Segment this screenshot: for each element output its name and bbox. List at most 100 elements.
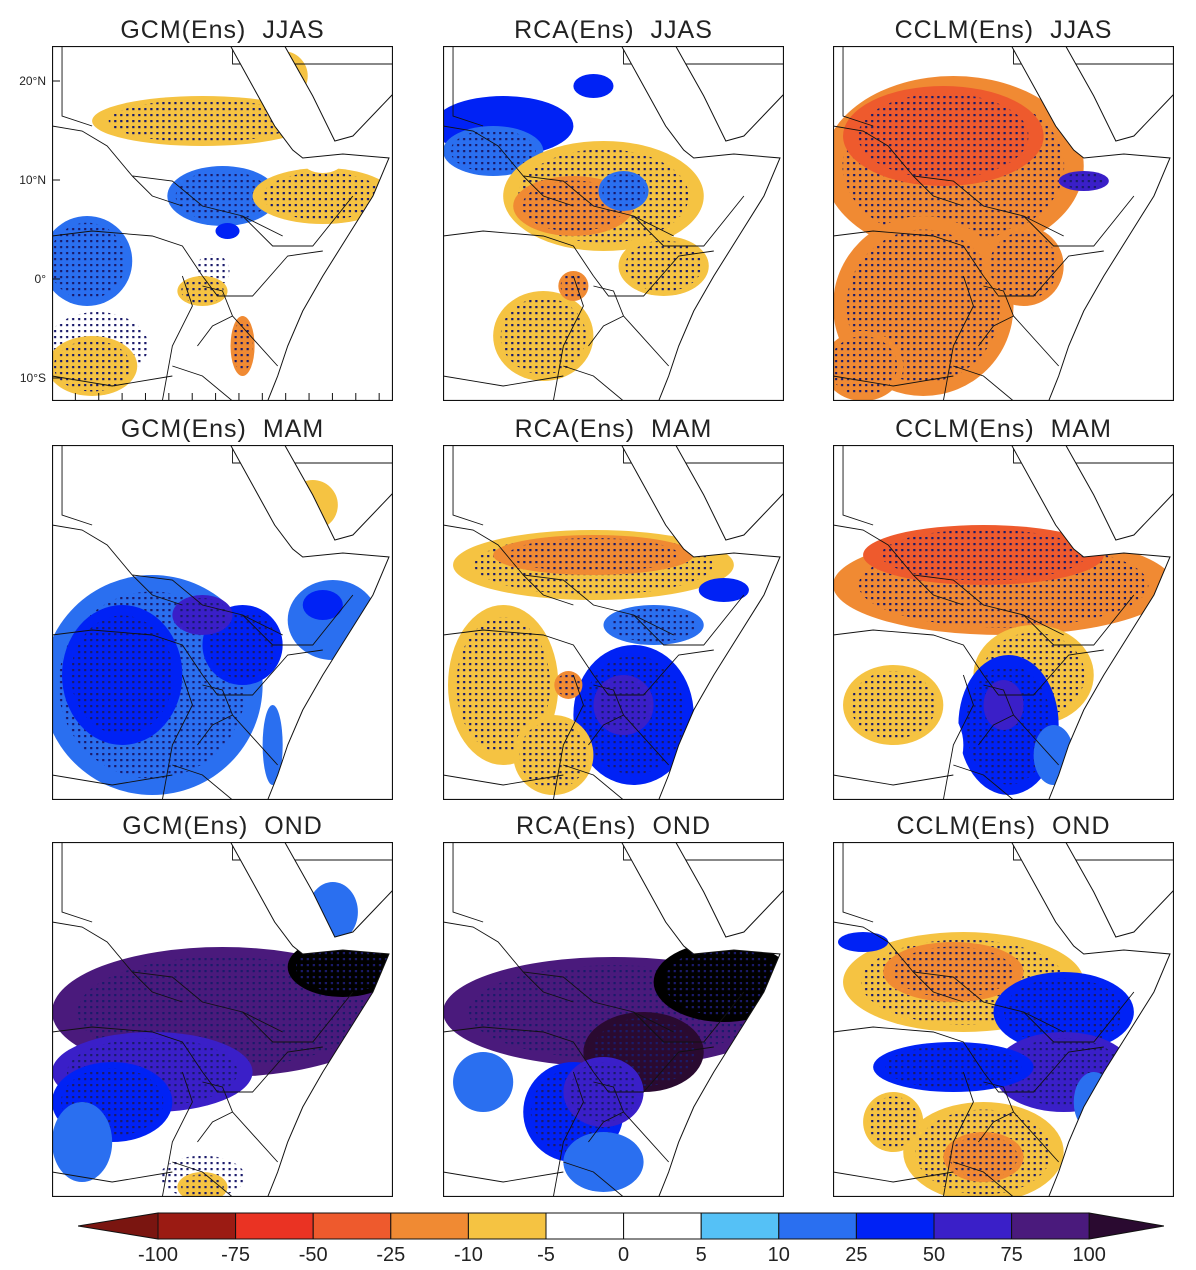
anomaly-region xyxy=(1033,725,1074,785)
country-border xyxy=(588,714,624,746)
country-border xyxy=(61,445,93,526)
country-border xyxy=(953,1161,1014,1197)
country-border xyxy=(443,1171,564,1183)
country-border xyxy=(593,684,669,766)
country-border xyxy=(953,365,1014,401)
significance-stipple xyxy=(833,336,898,396)
significance-stipple xyxy=(885,1045,1022,1089)
colorbar-label: -25 xyxy=(376,1244,406,1266)
country-border xyxy=(172,1161,233,1197)
country-border xyxy=(978,714,1014,746)
country-border xyxy=(633,195,745,247)
anomaly-region xyxy=(838,932,889,952)
country-border xyxy=(983,250,1104,297)
country-border xyxy=(593,649,714,696)
colorbar-label: 50 xyxy=(922,1244,946,1266)
anomaly-region xyxy=(287,480,338,530)
country-border xyxy=(172,764,233,800)
country-border xyxy=(452,842,484,923)
panel-title: GCM(Ens) OND xyxy=(122,812,323,840)
coastline xyxy=(443,445,784,800)
country-border xyxy=(1013,842,1174,861)
anomaly-region xyxy=(698,578,749,602)
country-border xyxy=(633,594,745,646)
colorbar-box xyxy=(390,1212,469,1240)
anomaly-region xyxy=(563,1132,644,1192)
colorbar-label: -100 xyxy=(137,1244,179,1266)
colorbar-label: -75 xyxy=(221,1244,251,1266)
country-border xyxy=(833,629,984,676)
country-border xyxy=(833,230,984,277)
colorbar-box xyxy=(855,1212,935,1240)
country-border xyxy=(443,375,564,387)
panel-title: CCLM(Ens) MAM xyxy=(895,415,1112,443)
country-border xyxy=(443,230,594,277)
panel-title: GCM(Ens) JJAS xyxy=(120,16,325,44)
frame xyxy=(443,842,784,1197)
country-border xyxy=(633,991,745,1043)
country-border xyxy=(52,921,283,1033)
country-border xyxy=(983,285,1059,367)
significance-stipple xyxy=(569,1062,638,1122)
country-border xyxy=(242,195,354,247)
significance-stipple xyxy=(295,941,390,993)
country-border xyxy=(202,1046,323,1093)
anomaly-region xyxy=(302,590,343,620)
significance-stipple xyxy=(208,611,277,679)
country-border xyxy=(953,764,1014,800)
country-border xyxy=(623,46,784,65)
coastline xyxy=(443,842,784,1197)
country-border xyxy=(443,629,594,676)
significance-stipple xyxy=(989,232,1058,300)
map-panel-rca-ond xyxy=(443,842,784,1197)
colorbar-box xyxy=(700,1212,780,1240)
country-border xyxy=(131,971,183,1003)
anomaly-region xyxy=(237,525,268,565)
country-border xyxy=(131,574,183,606)
panel-title: CCLM(Ens) JJAS xyxy=(894,16,1113,44)
country-border xyxy=(242,594,354,646)
country-border xyxy=(161,1071,193,1197)
frame xyxy=(52,46,393,401)
latitude-label: 10°N xyxy=(19,173,46,187)
country-border xyxy=(1023,594,1135,646)
country-border xyxy=(131,175,183,207)
country-border xyxy=(52,230,203,277)
anomaly-region xyxy=(443,246,494,326)
map-panel-cclm-jjas xyxy=(833,46,1174,401)
country-border xyxy=(623,445,784,464)
frame xyxy=(833,842,1174,1197)
country-border xyxy=(912,175,964,207)
significance-stipple xyxy=(456,617,551,753)
latitude-label: 10°S xyxy=(19,371,46,385)
country-border xyxy=(52,1171,173,1183)
latitude-label: 0° xyxy=(34,272,46,286)
anomaly-region xyxy=(262,705,283,785)
country-border xyxy=(1013,46,1174,65)
country-border xyxy=(161,275,193,401)
significance-stipple xyxy=(450,129,536,173)
country-border xyxy=(842,842,874,923)
colorbar-box xyxy=(933,1212,1013,1240)
country-border xyxy=(522,175,574,207)
colorbar-arrow-low xyxy=(77,1212,159,1240)
country-border xyxy=(563,764,624,800)
map-panel-cclm-mam xyxy=(833,445,1174,800)
country-border xyxy=(52,1026,203,1073)
significance-stipple xyxy=(850,671,936,739)
anomaly-region xyxy=(257,51,308,101)
significance-stipple xyxy=(500,297,586,375)
significance-stipple xyxy=(1004,978,1124,1046)
anomaly-region xyxy=(215,223,240,239)
country-border xyxy=(52,629,203,676)
country-border xyxy=(552,674,584,800)
country-border xyxy=(242,991,354,1043)
significance-stipple xyxy=(881,529,1086,581)
country-border xyxy=(522,971,574,1003)
colorbar-label: 5 xyxy=(695,1244,707,1266)
significance-stipple xyxy=(108,99,297,143)
country-border xyxy=(552,275,584,401)
frame xyxy=(833,445,1174,800)
country-border xyxy=(1023,195,1135,247)
significance-stipple xyxy=(263,172,383,220)
